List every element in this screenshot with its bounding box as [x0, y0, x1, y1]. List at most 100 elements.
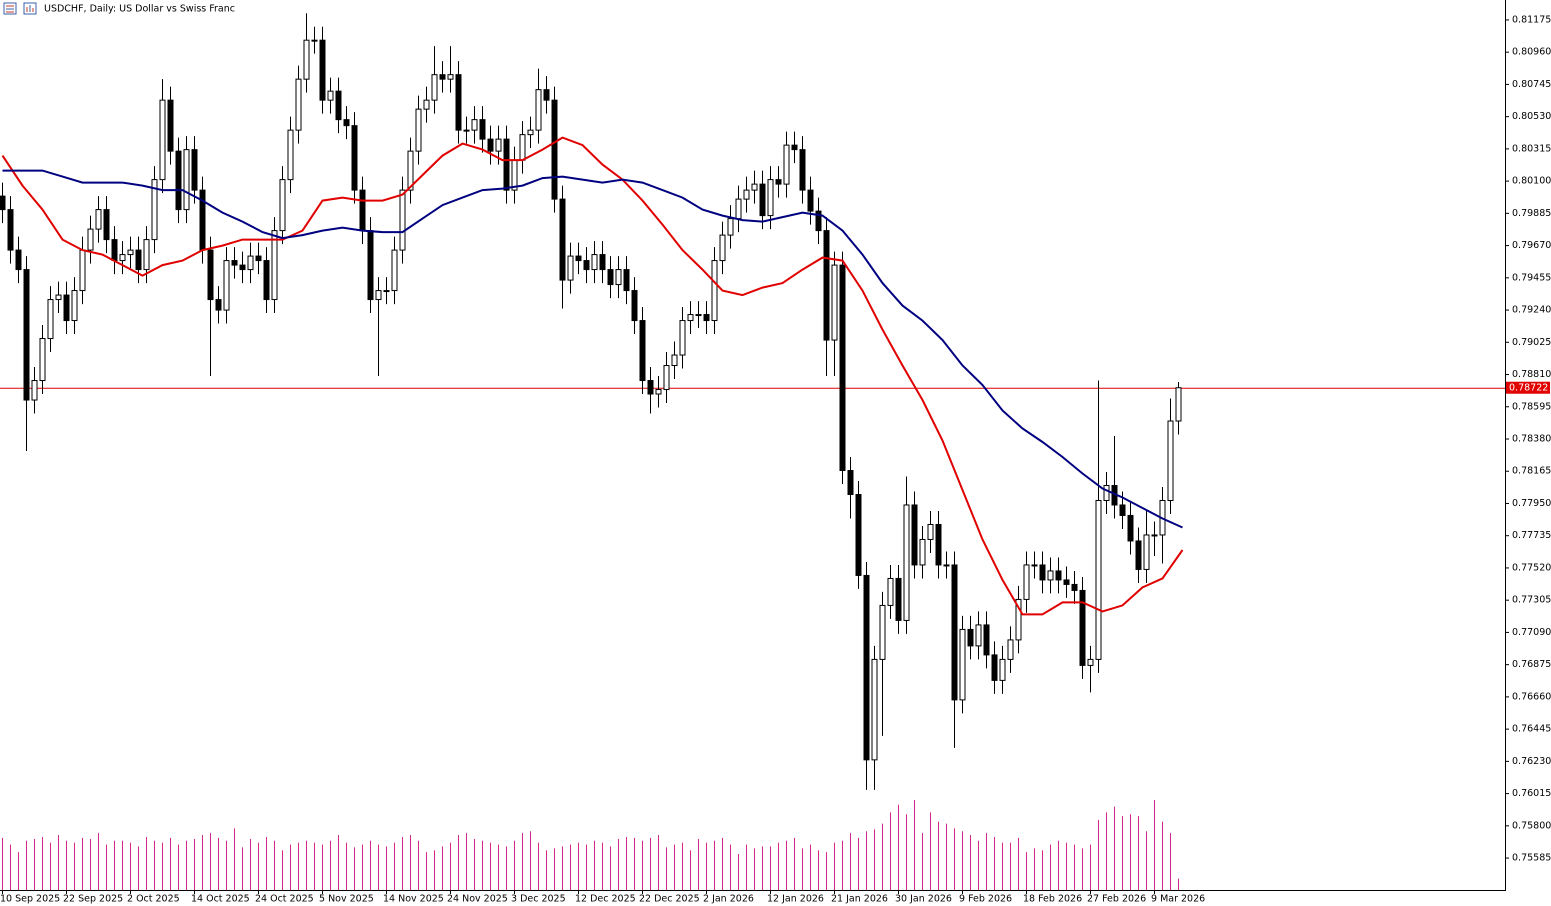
candle-body: [999, 658, 1006, 681]
x-tick-label: 14 Oct 2025: [191, 894, 250, 905]
candle-body: [855, 493, 862, 576]
y-tick-label: 0.76230: [1512, 756, 1551, 767]
y-tick-label: 0.77090: [1512, 627, 1551, 638]
candle-body: [727, 218, 734, 236]
candle-body: [599, 254, 606, 271]
candle-body: [247, 255, 254, 271]
candle-body: [119, 254, 126, 262]
candle-body: [823, 230, 830, 341]
candle-body: [55, 294, 62, 301]
candle-body: [799, 149, 806, 191]
candle-body: [623, 269, 630, 292]
x-tick-label: 9 Mar 2026: [1151, 894, 1205, 905]
x-tick-label: 12 Dec 2025: [575, 894, 636, 905]
candle-body: [951, 564, 958, 701]
x-tick-label: 22 Dec 2025: [639, 894, 700, 905]
x-tick-label: 24 Nov 2025: [447, 894, 508, 905]
candle-body: [15, 249, 22, 271]
candle-body: [79, 249, 86, 292]
candle-body: [415, 108, 422, 152]
y-tick-label: 0.78165: [1512, 466, 1551, 477]
candle-body: [367, 230, 374, 301]
candle-body: [743, 189, 750, 200]
candle-body: [383, 290, 390, 293]
x-tick-label: 24 Oct 2025: [255, 894, 314, 905]
candle-body: [839, 264, 846, 471]
candle-body: [1119, 504, 1126, 516]
candle-body: [1015, 598, 1022, 641]
x-tick-label: 27 Feb 2026: [1087, 894, 1146, 905]
candle-body: [783, 144, 790, 185]
y-tick-label: 0.80960: [1512, 47, 1551, 58]
candle-body: [575, 255, 582, 262]
y-tick-label: 0.76875: [1512, 659, 1551, 670]
candle-body: [1079, 589, 1086, 666]
candle-body: [1175, 387, 1182, 422]
y-tick-label: 0.75585: [1512, 853, 1551, 864]
y-tick-label: 0.79670: [1512, 240, 1551, 251]
y-tick-label: 0.79885: [1512, 208, 1551, 219]
candle-body: [1063, 579, 1070, 585]
candle-body: [551, 99, 558, 200]
moving-average: [2, 169, 1183, 529]
y-tick-label: 0.79240: [1512, 305, 1551, 316]
candle-body: [975, 624, 982, 647]
candle-body: [871, 658, 878, 761]
candle-body: [663, 365, 670, 391]
candle-body: [903, 504, 910, 621]
candle-body: [207, 249, 214, 301]
candle-body: [0, 195, 6, 211]
x-tick-label: 14 Nov 2025: [383, 894, 444, 905]
candle-body: [135, 249, 142, 271]
candle-body: [87, 228, 94, 251]
candle-body: [775, 179, 782, 185]
y-tick-label: 0.76445: [1512, 724, 1551, 735]
y-tick-label: 0.78595: [1512, 401, 1551, 412]
candle-body: [967, 628, 974, 647]
candle-body: [343, 119, 350, 127]
candle-body: [295, 78, 302, 131]
candle-body: [695, 314, 702, 317]
x-tick-label: 22 Sep 2025: [63, 894, 123, 905]
candle-body: [759, 183, 766, 217]
candle-body: [495, 138, 502, 152]
candle-body: [895, 577, 902, 621]
y-tick-label: 0.77735: [1512, 530, 1551, 541]
candle-body: [335, 90, 342, 121]
candle-body: [647, 380, 654, 395]
candle-body: [359, 189, 366, 232]
candle-body: [943, 564, 950, 567]
x-tick-label: 10 Sep 2025: [0, 894, 60, 905]
y-tick-label: 0.78380: [1512, 434, 1551, 445]
candle-body: [47, 299, 54, 340]
candle-body: [807, 189, 814, 212]
candle-body: [223, 260, 230, 311]
candle-body: [327, 90, 334, 101]
candle-body: [1151, 534, 1158, 537]
title-icons: [3, 2, 37, 15]
candle-body: [471, 119, 478, 131]
candle-body: [655, 389, 662, 395]
candle-body: [815, 210, 822, 232]
candle-body: [559, 198, 566, 281]
candle-body: [911, 504, 918, 566]
candle-body: [447, 74, 454, 80]
candle-body: [543, 89, 550, 101]
candle-body: [303, 39, 310, 80]
candle-body: [711, 260, 718, 322]
candle-body: [239, 264, 246, 271]
candle-body: [423, 99, 430, 110]
candle-body: [399, 189, 406, 251]
candle-body: [735, 198, 742, 220]
candle-body: [263, 260, 270, 301]
candle-body: [591, 254, 598, 271]
candle-body: [615, 269, 622, 286]
candle-body: [879, 604, 886, 660]
candle-body: [991, 654, 998, 681]
candle-body: [583, 260, 590, 271]
candle-body: [143, 239, 150, 271]
candle-body: [1095, 499, 1102, 660]
y-tick-label: 0.76015: [1512, 788, 1551, 799]
candle-body: [479, 119, 486, 140]
